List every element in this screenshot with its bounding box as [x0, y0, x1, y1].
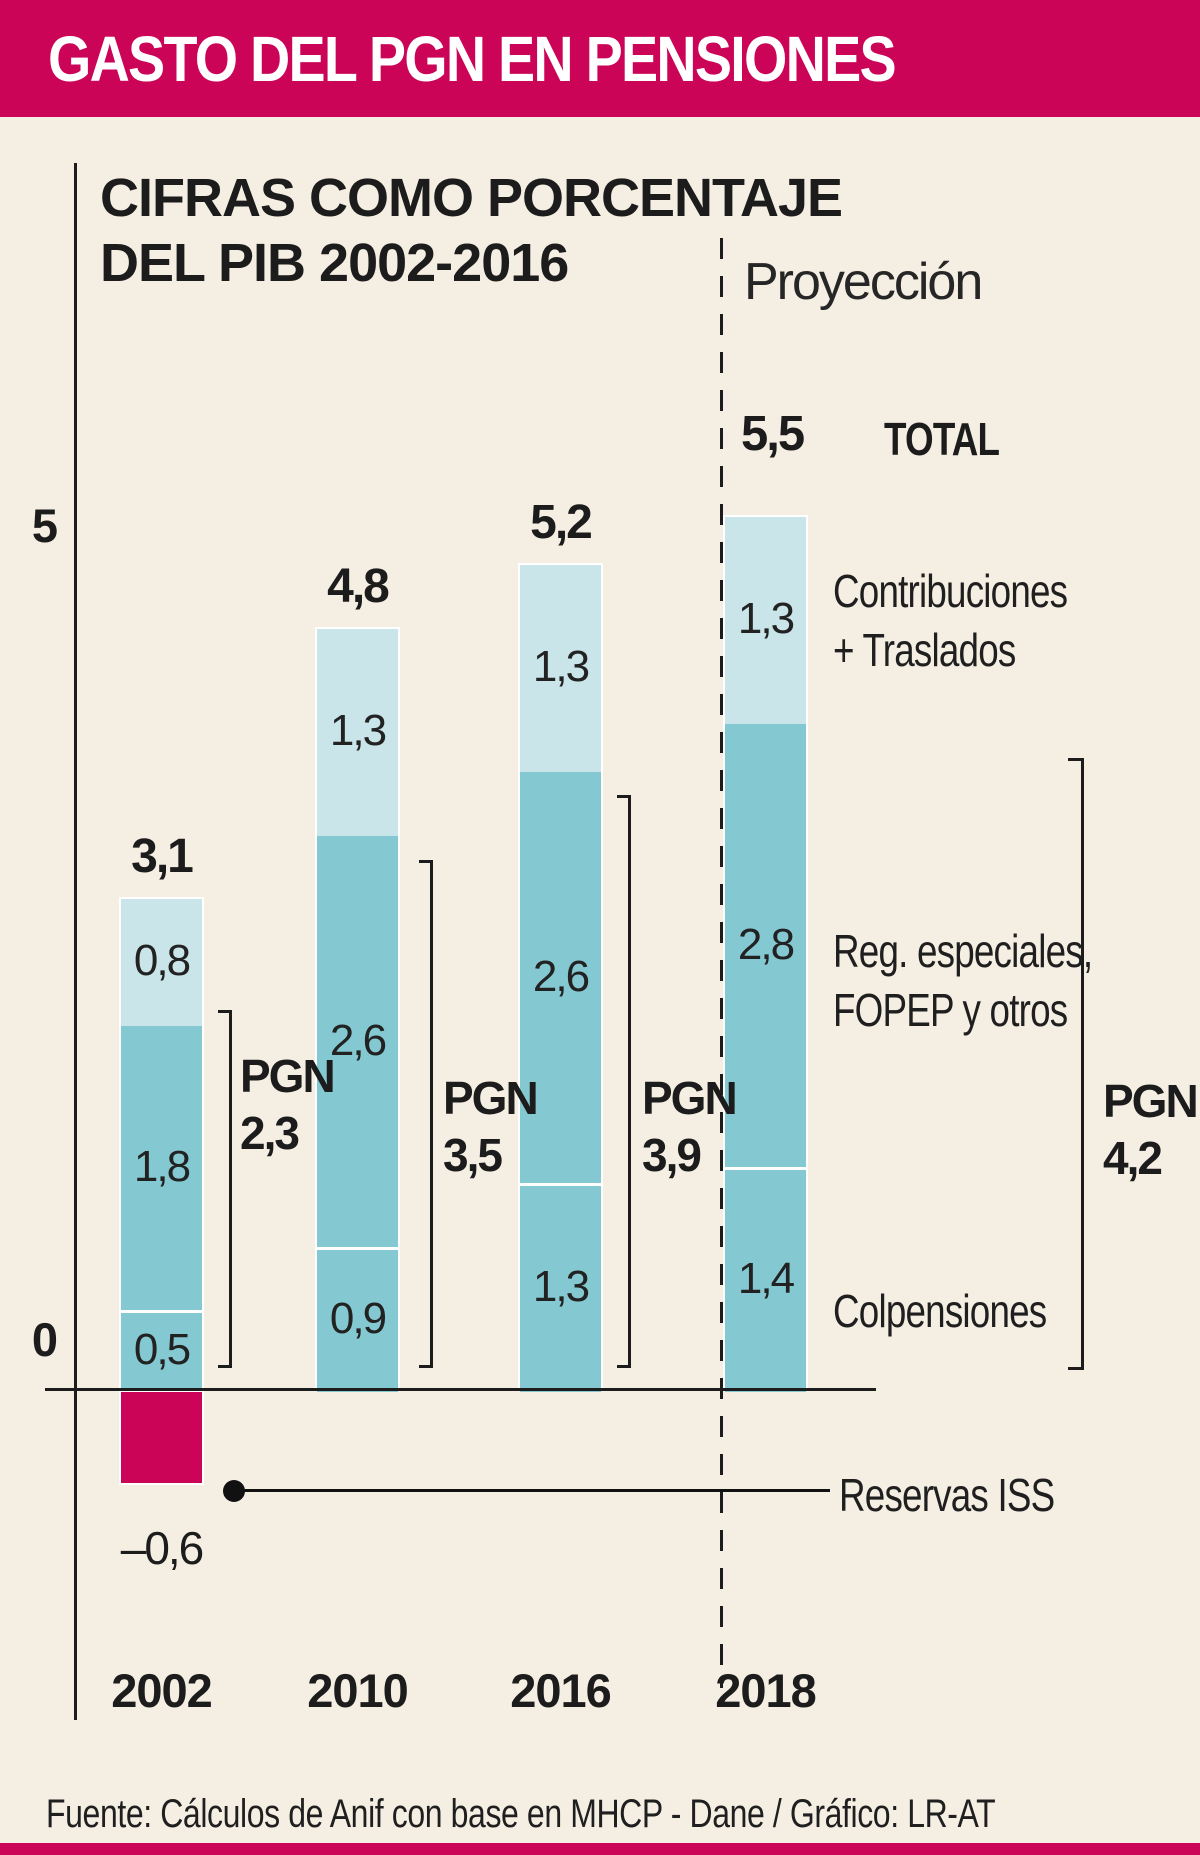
- bar-2002-segment-contribuciones: [121, 899, 202, 1026]
- bar-2018-segment-colpensiones: [725, 1169, 806, 1392]
- bar-2016: [518, 563, 603, 1392]
- legend-reg-especiales-fopep: Reg. especiales, FOPEP y otros: [833, 922, 1093, 1040]
- y-tick-0: 0: [31, 1313, 58, 1366]
- y-axis-line: [74, 163, 77, 1720]
- legend-contribuciones-line2: + Traslados: [833, 624, 1016, 676]
- bar-2002-value-contribuciones: 0,8: [133, 935, 191, 985]
- bar-2018-segment-reg-especiales: [725, 724, 806, 1169]
- bar-2018-value-contribuciones: 1,3: [737, 593, 795, 643]
- pgn-bracket-2002: [218, 1010, 232, 1368]
- bar-2018-segment-divider: [725, 1167, 806, 1170]
- bar-2010: [315, 627, 400, 1392]
- pgn-word-2018: PGN: [1103, 1075, 1199, 1127]
- source-credit: Fuente: Cálculos de Anif con base en MHC…: [46, 1792, 996, 1836]
- pgn-bracket-2018: [1068, 758, 1084, 1370]
- bar-2002-value-colpensiones: 0,5: [133, 1325, 191, 1374]
- bar-2016-segment-divider: [520, 1183, 601, 1186]
- x-label-2016: 2016: [510, 1664, 612, 1717]
- x-axis-line: [45, 1388, 876, 1391]
- pgn-bracket-2016: [617, 795, 631, 1368]
- page-title: GASTO DEL PGN EN PENSIONES: [48, 23, 897, 95]
- legend-contribuciones-traslados: Contribuciones + Traslados: [833, 562, 1068, 680]
- bar-2016-segment-contribuciones: [520, 565, 601, 772]
- masthead-banner: GASTO DEL PGN EN PENSIONES: [0, 0, 1200, 117]
- reservas-iss-pointer-line: [234, 1489, 830, 1492]
- bar-2016-value-contribuciones: 1,3: [532, 641, 590, 691]
- total-label-2002: 3,1: [131, 830, 194, 883]
- bar-2018: [723, 515, 808, 1392]
- bar-2018-value-reg-especiales: 2,8: [737, 919, 795, 969]
- x-label-2010: 2010: [307, 1664, 409, 1717]
- bar-2010-value-contribuciones: 1,3: [329, 705, 387, 755]
- bar-2002-segment-reg-especiales: [121, 1026, 202, 1312]
- bar-2016-segment-colpensiones: [520, 1185, 601, 1392]
- pgn-value-2002: 2,3: [240, 1107, 300, 1159]
- legend-reservas-iss: Reservas ISS: [839, 1469, 1055, 1521]
- pgn-label-2010: PGN 3,5: [443, 1070, 539, 1184]
- pgn-word-2002: PGN: [240, 1050, 336, 1102]
- bar-2016-value-reg-especiales: 2,6: [532, 951, 590, 1001]
- bar-2010-segment-divider: [317, 1247, 398, 1250]
- total-heading-word: TOTAL: [884, 413, 1000, 465]
- pgn-label-2016: PGN 3,9: [642, 1070, 738, 1184]
- pgn-value-2016: 3,9: [642, 1129, 702, 1181]
- bar-2016-segment-reg-especiales: [520, 772, 601, 1185]
- x-label-2018: 2018: [715, 1664, 817, 1717]
- chart-subtitle: CIFRAS COMO PORCENTAJE DEL PIB 2002-2016: [100, 166, 843, 296]
- pgn-word-2010: PGN: [443, 1072, 539, 1124]
- projection-divider-dashed-line: [720, 238, 723, 1688]
- x-label-2002: 2002: [111, 1664, 213, 1717]
- total-heading-value: 5,5: [741, 407, 805, 461]
- legend-contribuciones-line1: Contribuciones: [833, 565, 1068, 617]
- bar-2018-value-colpensiones: 1,4: [737, 1253, 795, 1303]
- pgn-label-2018: PGN 4,2: [1103, 1073, 1199, 1187]
- pgn-label-2002: PGN 2,3: [240, 1048, 336, 1162]
- bar-2010-value-reg-especiales: 2,6: [329, 1015, 387, 1065]
- bottom-accent-strip: [0, 1843, 1200, 1855]
- bar-2010-segment-contribuciones: [317, 629, 398, 836]
- projection-label: Proyección: [744, 253, 983, 311]
- legend-reg-line2: FOPEP y otros: [833, 984, 1068, 1036]
- bar-2010-value-colpensiones: 0,9: [329, 1293, 387, 1343]
- bar-2010-segment-colpensiones: [317, 1249, 398, 1392]
- pgn-value-2010: 3,5: [443, 1129, 503, 1181]
- bar-2002-segment-divider: [121, 1310, 202, 1313]
- pgn-value-2018: 4,2: [1103, 1132, 1163, 1184]
- y-tick-5: 5: [31, 499, 58, 552]
- chart-subtitle-line2: DEL PIB 2002-2016: [100, 233, 569, 293]
- bar-2016-value-colpensiones: 1,3: [532, 1261, 590, 1311]
- pgn-word-2016: PGN: [642, 1072, 738, 1124]
- chart-subtitle-line1: CIFRAS COMO PORCENTAJE: [100, 168, 843, 228]
- total-label-2010: 4,8: [327, 560, 390, 613]
- bar-2002: [119, 897, 204, 1392]
- reservas-negative-value: –0,6: [120, 1522, 205, 1574]
- bar-2018-segment-contribuciones: [725, 517, 806, 724]
- legend-reg-line1: Reg. especiales,: [833, 925, 1093, 977]
- total-label-2016: 5,2: [530, 496, 593, 549]
- legend-colpensiones: Colpensiones: [833, 1285, 1047, 1337]
- reservas-negative-bar: [119, 1390, 204, 1485]
- bar-2002-value-reg-especiales: 1,8: [133, 1142, 191, 1191]
- bar-2010-segment-reg-especiales: [317, 836, 398, 1249]
- pgn-bracket-2010: [419, 860, 433, 1368]
- bar-2002-segment-colpensiones: [121, 1312, 202, 1392]
